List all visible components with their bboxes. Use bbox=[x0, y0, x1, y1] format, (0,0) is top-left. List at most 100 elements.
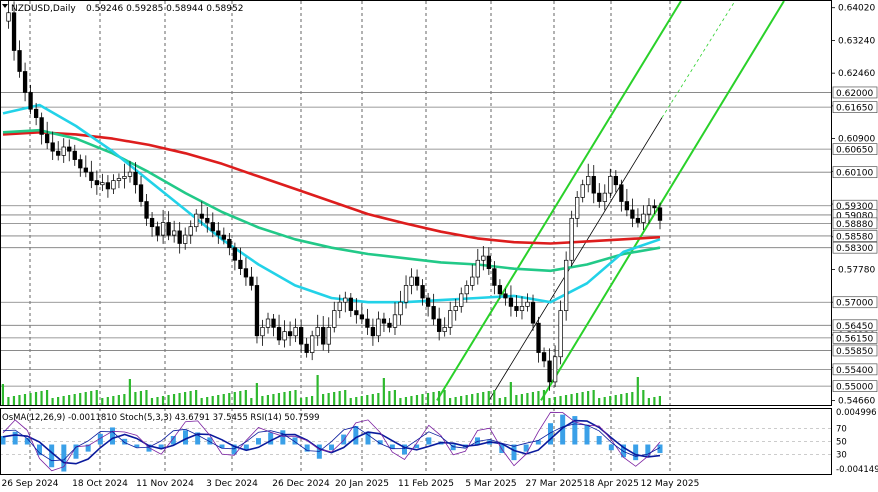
osma-bar bbox=[110, 427, 115, 445]
volume-bar bbox=[366, 395, 369, 405]
candle-body bbox=[630, 209, 635, 219]
osma-bar bbox=[49, 444, 55, 468]
indicator-axis-label: 70 bbox=[836, 425, 847, 435]
volume-bar bbox=[145, 390, 148, 405]
osma-bar bbox=[377, 440, 383, 445]
volume-bar bbox=[211, 396, 214, 405]
volume-bar bbox=[305, 397, 308, 405]
osma-bar bbox=[207, 437, 213, 445]
x-tick-label: 27 Mar 2025 bbox=[525, 479, 582, 488]
volume-bar bbox=[526, 393, 529, 405]
osma-bar bbox=[389, 444, 395, 449]
volume-bar bbox=[476, 393, 479, 405]
candle-body bbox=[249, 276, 254, 286]
osma-bar bbox=[450, 444, 456, 451]
symbol-label: NZDUSD,Daily bbox=[11, 4, 76, 14]
channel-upper-line bbox=[436, 0, 682, 401]
level-label: 0.62000 bbox=[836, 89, 873, 99]
volume-bar bbox=[29, 393, 32, 405]
volume-bar bbox=[222, 394, 225, 405]
volume-bar bbox=[598, 398, 601, 405]
candle-body bbox=[525, 301, 530, 307]
candle-body bbox=[254, 285, 260, 337]
osma-bar bbox=[243, 444, 249, 451]
volume-bar bbox=[493, 390, 496, 405]
osma-bar bbox=[170, 435, 176, 445]
volume-bar bbox=[283, 392, 286, 405]
volume-bar bbox=[322, 394, 325, 405]
volume-bar bbox=[653, 397, 656, 405]
volume-bar bbox=[410, 396, 413, 405]
candle-body bbox=[199, 213, 204, 219]
candle-body bbox=[448, 310, 453, 328]
volume-bar bbox=[587, 391, 590, 405]
volume-bar bbox=[575, 393, 579, 405]
osma-bar bbox=[657, 444, 663, 454]
candle-body bbox=[530, 301, 536, 324]
level-label-box bbox=[832, 296, 878, 309]
osma-bar bbox=[341, 434, 347, 445]
volume-bar bbox=[195, 390, 198, 405]
candle-body bbox=[475, 259, 480, 278]
candle-body bbox=[50, 142, 55, 152]
volume-bar bbox=[498, 398, 501, 405]
volume-bar bbox=[327, 393, 330, 405]
osma-bar bbox=[329, 444, 334, 451]
volume-bar bbox=[504, 397, 507, 405]
candle-body bbox=[265, 318, 271, 328]
volume-bar bbox=[449, 398, 452, 405]
osma-bar bbox=[183, 430, 188, 445]
candle-body bbox=[83, 167, 88, 173]
candle-body bbox=[486, 255, 491, 270]
candle-body bbox=[238, 259, 243, 270]
x-tick-label: 11 Nov 2024 bbox=[136, 479, 194, 488]
volume-bar bbox=[12, 396, 16, 405]
candle-body bbox=[619, 184, 624, 202]
volume-bar bbox=[349, 398, 352, 405]
volume-bar bbox=[443, 390, 446, 405]
volume-bar bbox=[34, 392, 38, 405]
osma-bar bbox=[523, 444, 529, 452]
level-label-box bbox=[832, 332, 878, 344]
candle-body bbox=[580, 184, 585, 198]
osma-bar bbox=[535, 440, 541, 445]
volume-bar bbox=[206, 397, 209, 405]
indicator-axis-label: 0.004996 bbox=[836, 408, 877, 418]
candle-body bbox=[205, 217, 210, 223]
osma-bar bbox=[73, 444, 79, 459]
candle-body bbox=[160, 222, 166, 236]
time-axis: 26 Sep 2024 18 Oct 2024 11 Nov 2024 3 Dec 2… bbox=[1, 479, 699, 489]
volume-bar bbox=[432, 392, 435, 405]
level-label-box bbox=[832, 344, 878, 357]
y-tick-label: 0.57780 bbox=[838, 265, 875, 275]
osma-bar bbox=[353, 426, 359, 445]
osma-bar bbox=[475, 437, 480, 445]
osma-bar bbox=[365, 431, 371, 445]
level-label: 0.58880 bbox=[836, 220, 873, 230]
candle-body bbox=[608, 176, 613, 194]
candle-body bbox=[315, 327, 320, 337]
y-tick-label: 0.62460 bbox=[838, 69, 875, 79]
candle-body bbox=[260, 327, 265, 337]
collapse-triangle-icon[interactable] bbox=[2, 4, 8, 8]
candle-body bbox=[111, 180, 116, 190]
volume-bar bbox=[45, 390, 49, 405]
volume-bar bbox=[316, 375, 319, 405]
volume-bar bbox=[559, 396, 562, 405]
x-tick-label: 26 Dec 2024 bbox=[272, 479, 330, 488]
x-tick-label: 18 Oct 2024 bbox=[72, 479, 128, 488]
osma-bar bbox=[85, 444, 91, 452]
candle-body bbox=[122, 176, 127, 179]
volume-bar bbox=[101, 398, 104, 405]
candle-body bbox=[310, 335, 315, 353]
candle-body bbox=[641, 213, 646, 223]
candle-body bbox=[144, 201, 149, 219]
candle-body bbox=[591, 176, 596, 194]
volume-bar bbox=[553, 397, 557, 405]
candle-body bbox=[459, 293, 464, 307]
volume-bar bbox=[51, 398, 54, 405]
candle-body bbox=[78, 159, 83, 169]
candle-body bbox=[89, 171, 94, 181]
level-label-box bbox=[832, 363, 878, 376]
volume-bar bbox=[592, 390, 595, 405]
